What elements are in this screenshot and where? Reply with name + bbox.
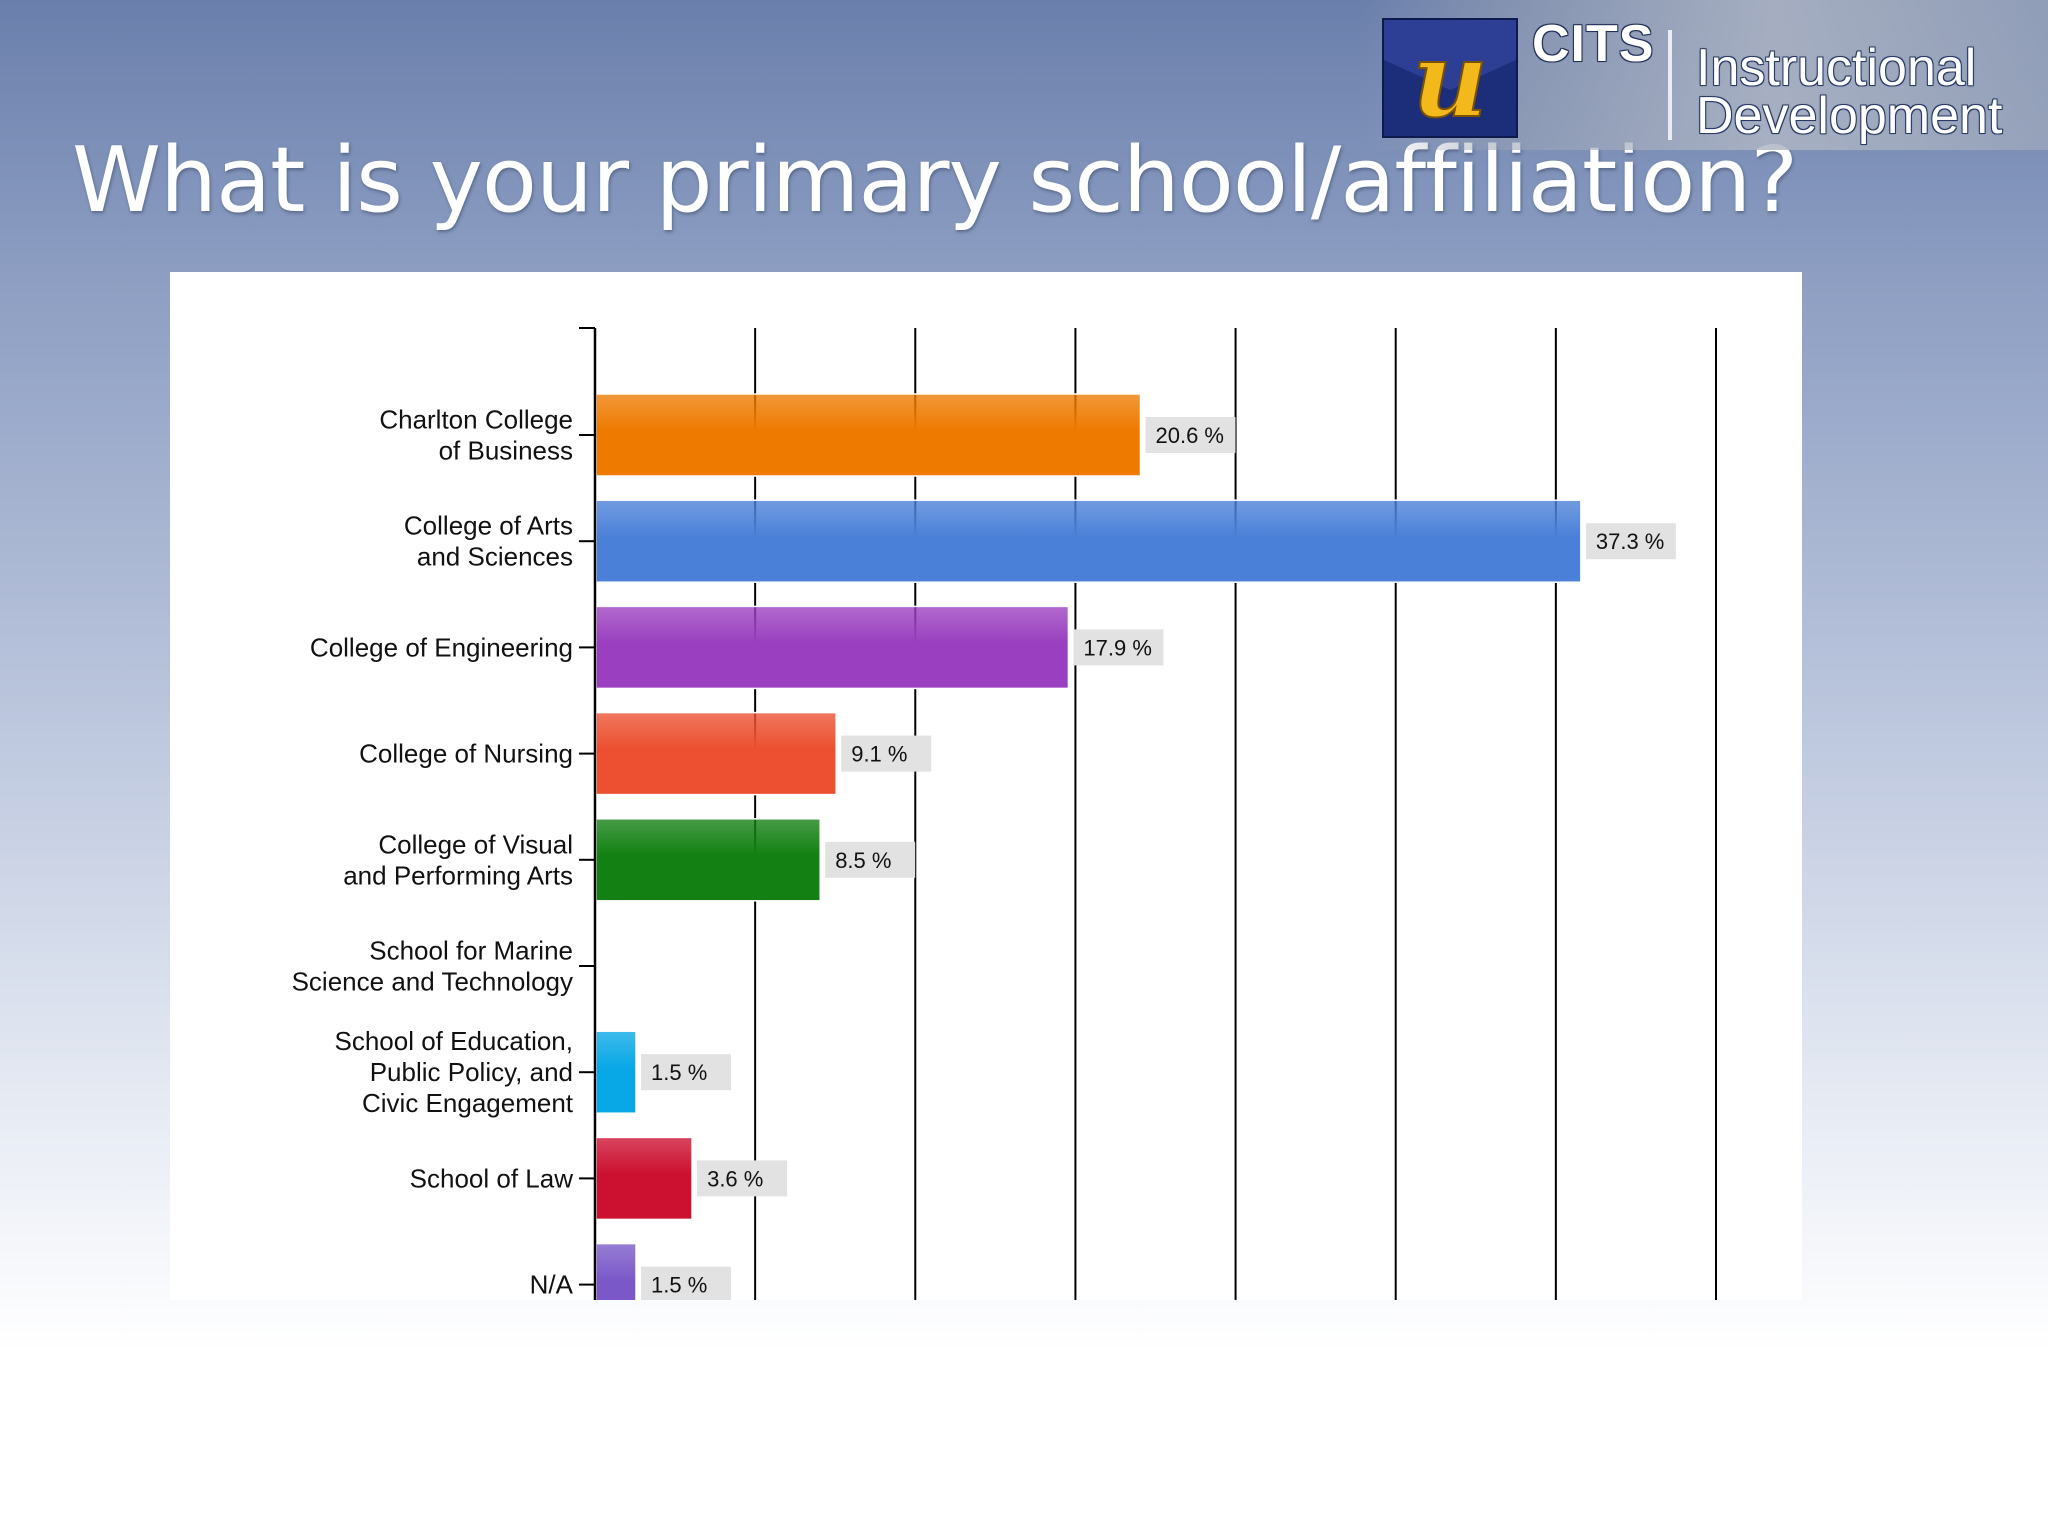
category-label: Public Policy, and	[370, 1057, 573, 1087]
data-label-background	[641, 1266, 732, 1300]
umass-logo: u	[1382, 18, 1518, 138]
data-label-background	[1585, 523, 1676, 560]
data-label: 17.9 %	[1083, 635, 1152, 660]
category-label: N/A	[530, 1270, 574, 1300]
data-label: 9.1 %	[851, 742, 907, 767]
data-label: 20.6 %	[1155, 423, 1224, 448]
data-label: 8.5 %	[835, 848, 891, 873]
category-label: School of Education,	[335, 1026, 574, 1056]
category-label: College of Visual	[378, 829, 573, 859]
department-name-line2: Development	[1696, 87, 2003, 145]
chart-panel: Charlton College of Business 20.6 % College…	[170, 272, 1802, 1300]
data-label: 3.6 %	[707, 1166, 763, 1191]
category-label: School for Marine	[369, 936, 573, 966]
header-banner: u CITS Instructional Development	[1360, 0, 2048, 150]
data-label-background	[641, 1054, 732, 1091]
data-label-background	[841, 735, 932, 772]
category-label: College of Arts	[404, 511, 573, 541]
category-label: Science and Technology	[292, 967, 573, 997]
bar	[595, 1136, 693, 1221]
data-label: 37.3 %	[1596, 529, 1665, 554]
category-label: and Sciences	[417, 542, 573, 572]
category-label: College of Engineering	[310, 632, 573, 662]
logo-letter: u	[1412, 18, 1488, 138]
data-label: 1.5 %	[651, 1060, 707, 1085]
department-name-line1: Instructional	[1696, 39, 1977, 97]
bar	[595, 1242, 637, 1300]
data-label-background	[1145, 417, 1236, 453]
cits-wordmark: CITS	[1532, 15, 1655, 73]
bar	[595, 605, 1070, 690]
data-label-background	[1073, 629, 1164, 666]
data-label-background	[825, 841, 916, 878]
category-label: College of Nursing	[359, 739, 573, 769]
bar	[595, 711, 837, 796]
data-label-background	[697, 1160, 788, 1197]
category-label: of Business	[439, 436, 573, 466]
bar	[595, 393, 1142, 477]
bar	[595, 1030, 637, 1114]
bar	[595, 818, 821, 902]
bar	[595, 499, 1582, 583]
category-label: Charlton College	[379, 405, 573, 435]
category-label: Civic Engagement	[362, 1088, 574, 1118]
banner-divider	[1668, 30, 1672, 140]
category-label: School of Law	[410, 1163, 574, 1193]
data-label: 1.5 %	[651, 1273, 707, 1298]
category-label: and Performing Arts	[343, 860, 573, 890]
